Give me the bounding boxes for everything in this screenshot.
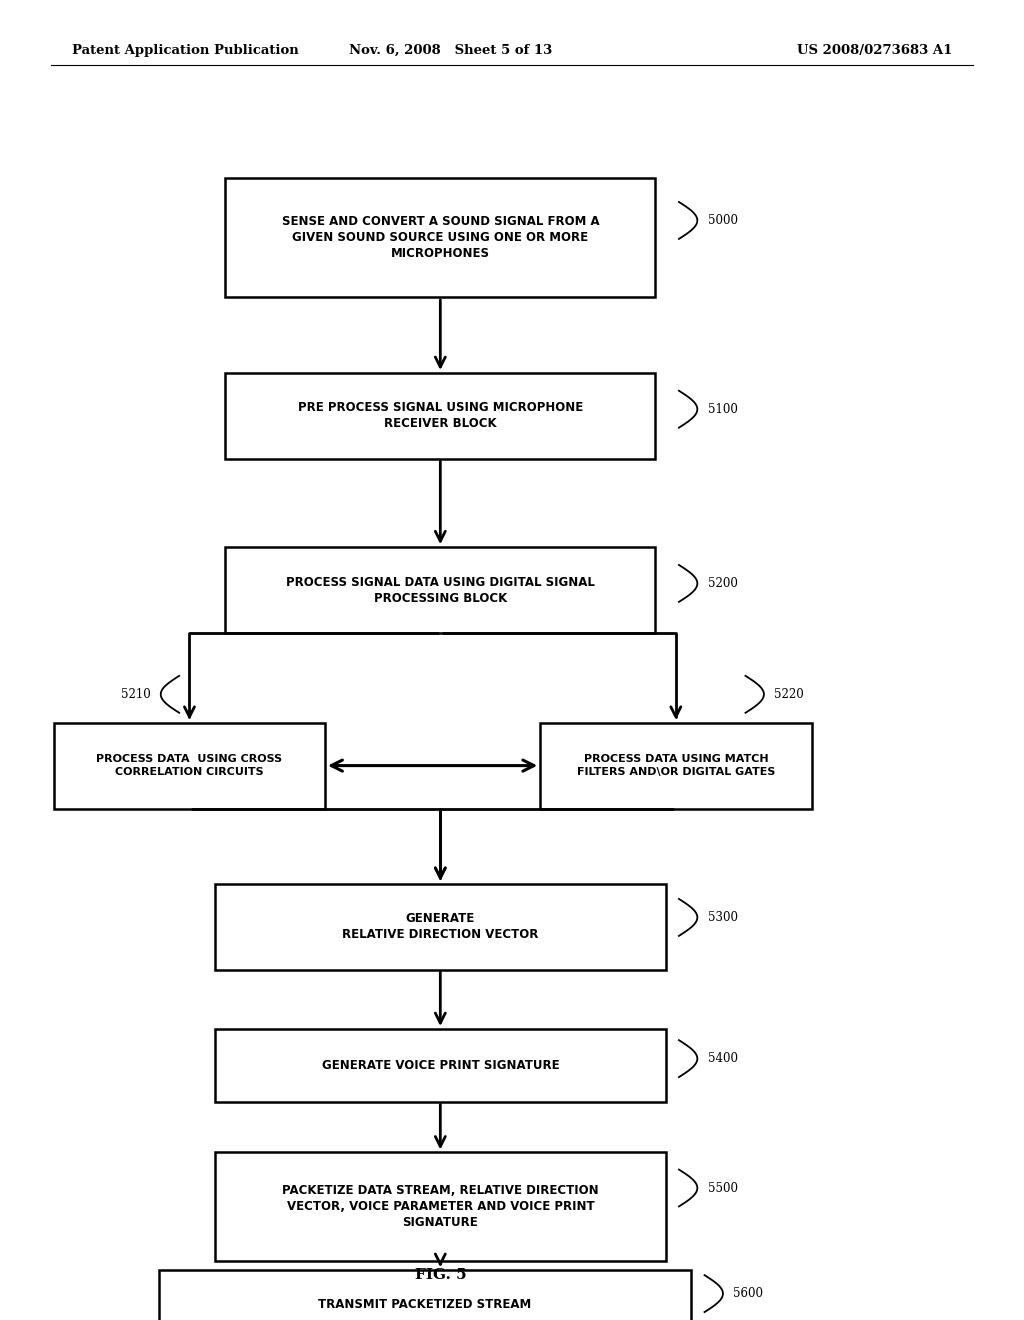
Text: TRANSMIT PACKETIZED STREAM: TRANSMIT PACKETIZED STREAM (318, 1298, 531, 1311)
Text: US 2008/0273683 A1: US 2008/0273683 A1 (797, 44, 952, 57)
FancyBboxPatch shape (159, 1270, 691, 1320)
Text: FIG. 5: FIG. 5 (415, 1269, 466, 1282)
Text: 5400: 5400 (708, 1052, 737, 1065)
Text: PACKETIZE DATA STREAM, RELATIVE DIRECTION
VECTOR, VOICE PARAMETER AND VOICE PRIN: PACKETIZE DATA STREAM, RELATIVE DIRECTIO… (282, 1184, 599, 1229)
FancyBboxPatch shape (215, 884, 666, 969)
Text: 5600: 5600 (733, 1287, 763, 1300)
Text: Nov. 6, 2008   Sheet 5 of 13: Nov. 6, 2008 Sheet 5 of 13 (349, 44, 552, 57)
Text: PRE PROCESS SIGNAL USING MICROPHONE
RECEIVER BLOCK: PRE PROCESS SIGNAL USING MICROPHONE RECE… (298, 401, 583, 430)
Text: 5200: 5200 (708, 577, 737, 590)
Text: GENERATE
RELATIVE DIRECTION VECTOR: GENERATE RELATIVE DIRECTION VECTOR (342, 912, 539, 941)
Text: Patent Application Publication: Patent Application Publication (72, 44, 298, 57)
FancyBboxPatch shape (225, 372, 655, 458)
FancyBboxPatch shape (53, 723, 326, 808)
Text: 5500: 5500 (708, 1181, 737, 1195)
Text: 5000: 5000 (708, 214, 737, 227)
Text: PROCESS DATA USING MATCH
FILTERS AND\OR DIGITAL GATES: PROCESS DATA USING MATCH FILTERS AND\OR … (577, 755, 775, 776)
Text: 5100: 5100 (708, 403, 737, 416)
Text: SENSE AND CONVERT A SOUND SIGNAL FROM A
GIVEN SOUND SOURCE USING ONE OR MORE
MIC: SENSE AND CONVERT A SOUND SIGNAL FROM A … (282, 215, 599, 260)
Text: PROCESS DATA  USING CROSS
CORRELATION CIRCUITS: PROCESS DATA USING CROSS CORRELATION CIR… (96, 755, 283, 776)
FancyBboxPatch shape (225, 178, 655, 297)
FancyBboxPatch shape (225, 546, 655, 632)
Text: PROCESS SIGNAL DATA USING DIGITAL SIGNAL
PROCESSING BLOCK: PROCESS SIGNAL DATA USING DIGITAL SIGNAL… (286, 576, 595, 605)
FancyBboxPatch shape (215, 1152, 666, 1261)
FancyBboxPatch shape (215, 1030, 666, 1101)
FancyBboxPatch shape (541, 723, 812, 808)
Text: 5300: 5300 (708, 911, 737, 924)
Text: 5220: 5220 (774, 688, 804, 701)
Text: 5210: 5210 (121, 688, 151, 701)
Text: GENERATE VOICE PRINT SIGNATURE: GENERATE VOICE PRINT SIGNATURE (322, 1059, 559, 1072)
